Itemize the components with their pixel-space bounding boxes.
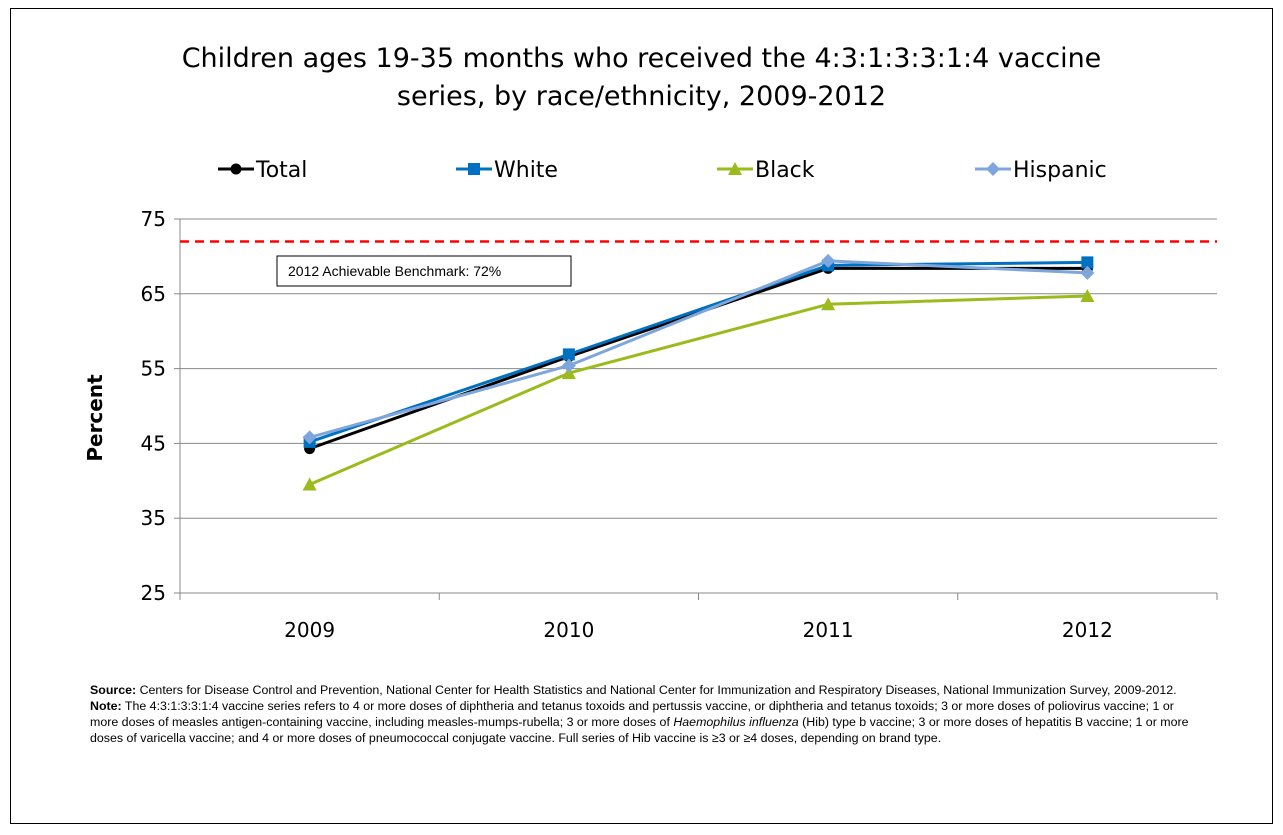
legend-swatch-marker-total (230, 163, 242, 175)
source-label: Source: (90, 683, 137, 697)
data-point-black-2011 (821, 297, 836, 311)
legend-swatch-marker-white (468, 163, 480, 175)
y-tick-label-55: 55 (141, 357, 166, 381)
legend-label-white: White (494, 158, 558, 183)
note-text-2: (Hib) type b vaccine; 3 or more doses of… (90, 715, 1189, 745)
series-black (302, 289, 1095, 491)
legend-swatch-marker-black (728, 162, 742, 175)
series (302, 253, 1095, 491)
series-total (304, 262, 1093, 455)
chart-title-line-2: series, by race/ethnicity, 2009-2012 (396, 81, 887, 112)
axes: 25 35 45 55 65 75 2009 2010 2011 2012 (141, 207, 1218, 642)
series-line-white (309, 260, 1088, 444)
legend-label-total: Total (255, 158, 307, 183)
x-tick-label-2009: 2009 (284, 618, 335, 642)
legend-item-white: White (456, 158, 558, 183)
series-line-black (309, 294, 1088, 486)
series-hispanic (302, 253, 1095, 445)
note-label: Note: (90, 699, 122, 713)
x-tick-label-2010: 2010 (543, 618, 594, 642)
series-line-hispanic (309, 259, 1088, 439)
legend-item-black: Black (717, 158, 815, 183)
benchmark-box (276, 255, 572, 287)
data-point-black-2009 (302, 477, 317, 491)
source-note: Source: Centers for Disease Control and … (90, 682, 1190, 698)
series-line-total (309, 266, 1088, 451)
legend-label-black: Black (755, 158, 815, 183)
y-axis-label: Percent (83, 374, 107, 462)
note-italic: Haemophilus influenza (673, 715, 799, 729)
chart-frame (10, 8, 1273, 824)
chart-title-line-1: Children ages 19-35 months who received … (181, 43, 1102, 74)
data-point-white-2010 (562, 348, 575, 361)
chart-title: Children ages 19-35 months who received … (0, 40, 1283, 116)
y-tick-label-75: 75 (141, 207, 166, 231)
note: Note: The 4:3:1:3:3:1:4 vaccine series r… (90, 698, 1190, 746)
footnotes: Source: Centers for Disease Control and … (90, 682, 1190, 746)
data-point-hispanic-2011 (821, 253, 836, 268)
data-point-hispanic-2009 (302, 430, 317, 445)
source-text: Centers for Disease Control and Preventi… (136, 683, 1177, 697)
y-tick-label-25: 25 (141, 581, 166, 605)
data-point-hispanic-2010 (561, 358, 576, 373)
y-tick-label-65: 65 (141, 282, 166, 306)
x-tick-label-2011: 2011 (803, 618, 854, 642)
legend: Total White Black Hispanic (218, 158, 1107, 183)
legend-swatch-marker-hispanic (986, 162, 1000, 176)
benchmark-label: 2012 Achievable Benchmark: 72% (288, 263, 501, 279)
legend-item-total: Total (218, 158, 307, 183)
benchmark: 2012 Achievable Benchmark: 72% (180, 240, 1217, 287)
legend-item-hispanic: Hispanic (975, 158, 1107, 183)
y-tick-label-35: 35 (141, 506, 166, 530)
y-tick-label-45: 45 (141, 431, 166, 455)
note-text-1: The 4:3:1:3:3:1:4 vaccine series refers … (90, 699, 1174, 729)
data-point-white-2012 (1081, 256, 1094, 269)
x-tick-label-2012: 2012 (1062, 618, 1113, 642)
legend-label-hispanic: Hispanic (1013, 158, 1107, 183)
data-point-black-2012 (1080, 289, 1095, 303)
data-point-hispanic-2012 (1080, 265, 1095, 280)
